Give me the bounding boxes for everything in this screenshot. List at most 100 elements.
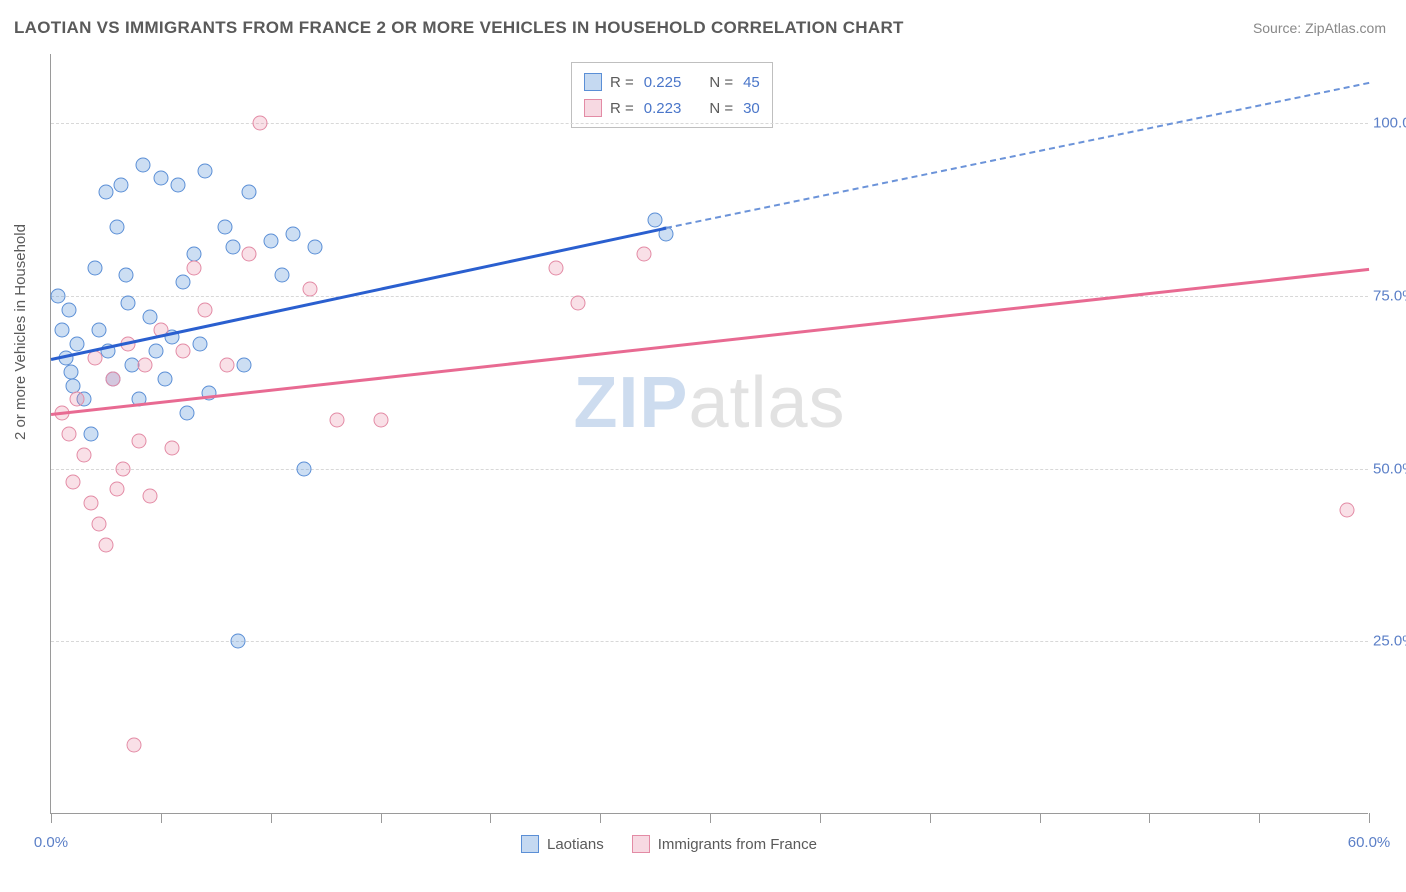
data-point xyxy=(65,475,80,490)
data-point xyxy=(50,288,65,303)
data-point xyxy=(285,226,300,241)
data-point xyxy=(92,323,107,338)
y-tick-label: 25.0% xyxy=(1373,633,1406,650)
x-tick xyxy=(51,813,52,823)
x-tick xyxy=(710,813,711,823)
data-point xyxy=(180,406,195,421)
watermark: ZIPatlas xyxy=(573,362,845,444)
data-point xyxy=(114,178,129,193)
data-point xyxy=(307,240,322,255)
data-point xyxy=(241,185,256,200)
y-tick-label: 50.0% xyxy=(1373,460,1406,477)
legend-item: Laotians xyxy=(521,835,604,853)
data-point xyxy=(116,461,131,476)
x-tick xyxy=(1369,813,1370,823)
data-point xyxy=(76,447,91,462)
data-point xyxy=(171,178,186,193)
data-point xyxy=(61,302,76,317)
x-tick xyxy=(930,813,931,823)
data-point xyxy=(63,364,78,379)
data-point xyxy=(138,357,153,372)
data-point xyxy=(70,392,85,407)
gridline-horizontal xyxy=(51,469,1368,470)
y-axis-label: 2 or more Vehicles in Household xyxy=(12,224,29,440)
legend-n-label: N = xyxy=(709,74,733,91)
legend-swatch xyxy=(632,835,650,853)
source-credit: Source: ZipAtlas.com xyxy=(1253,20,1386,36)
data-point xyxy=(109,482,124,497)
data-point xyxy=(87,261,102,276)
data-point xyxy=(61,427,76,442)
legend-row: R =0.223N =30 xyxy=(584,95,760,121)
data-point xyxy=(131,433,146,448)
data-point xyxy=(149,344,164,359)
gridline-horizontal xyxy=(51,296,1368,297)
series-legend: Laotians Immigrants from France xyxy=(521,835,817,853)
data-point xyxy=(105,371,120,386)
x-tick xyxy=(820,813,821,823)
data-point xyxy=(109,219,124,234)
data-point xyxy=(70,337,85,352)
x-tick-label: 0.0% xyxy=(34,834,68,851)
y-tick-label: 100.0% xyxy=(1373,115,1406,132)
data-point xyxy=(186,247,201,262)
legend-series-label: Immigrants from France xyxy=(658,836,817,853)
x-tick xyxy=(381,813,382,823)
scatter-plot: ZIPatlas R =0.225N =45R =0.223N =30 Laot… xyxy=(50,54,1368,814)
x-tick xyxy=(271,813,272,823)
chart-title: LAOTIAN VS IMMIGRANTS FROM FRANCE 2 OR M… xyxy=(14,18,904,38)
data-point xyxy=(1340,503,1355,518)
legend-item: Immigrants from France xyxy=(632,835,817,853)
data-point xyxy=(136,157,151,172)
data-point xyxy=(142,489,157,504)
data-point xyxy=(230,634,245,649)
legend-swatch xyxy=(584,99,602,117)
x-tick xyxy=(1259,813,1260,823)
x-tick xyxy=(161,813,162,823)
data-point xyxy=(127,737,142,752)
data-point xyxy=(237,357,252,372)
data-point xyxy=(226,240,241,255)
legend-r-value: 0.225 xyxy=(644,74,682,91)
legend-n-value: 30 xyxy=(743,100,760,117)
data-point xyxy=(296,461,311,476)
data-point xyxy=(153,171,168,186)
data-point xyxy=(241,247,256,262)
x-tick-label: 60.0% xyxy=(1348,834,1391,851)
data-point xyxy=(197,164,212,179)
data-point xyxy=(217,219,232,234)
data-point xyxy=(637,247,652,262)
data-point xyxy=(648,212,663,227)
data-point xyxy=(252,116,267,131)
legend-swatch xyxy=(584,73,602,91)
data-point xyxy=(87,351,102,366)
x-tick xyxy=(490,813,491,823)
data-point xyxy=(274,268,289,283)
x-tick xyxy=(600,813,601,823)
data-point xyxy=(329,413,344,428)
legend-row: R =0.225N =45 xyxy=(584,69,760,95)
data-point xyxy=(175,344,190,359)
data-point xyxy=(549,261,564,276)
data-point xyxy=(83,427,98,442)
data-point xyxy=(92,516,107,531)
data-point xyxy=(219,357,234,372)
data-point xyxy=(193,337,208,352)
data-point xyxy=(118,268,133,283)
data-point xyxy=(263,233,278,248)
data-point xyxy=(164,440,179,455)
trend-line xyxy=(51,227,667,361)
data-point xyxy=(54,323,69,338)
data-point xyxy=(98,185,113,200)
data-point xyxy=(197,302,212,317)
legend-r-label: R = xyxy=(610,100,634,117)
legend-r-value: 0.223 xyxy=(644,100,682,117)
y-tick-label: 75.0% xyxy=(1373,287,1406,304)
data-point xyxy=(98,537,113,552)
data-point xyxy=(571,295,586,310)
data-point xyxy=(142,309,157,324)
data-point xyxy=(373,413,388,428)
x-tick xyxy=(1040,813,1041,823)
gridline-horizontal xyxy=(51,641,1368,642)
legend-series-label: Laotians xyxy=(547,836,604,853)
